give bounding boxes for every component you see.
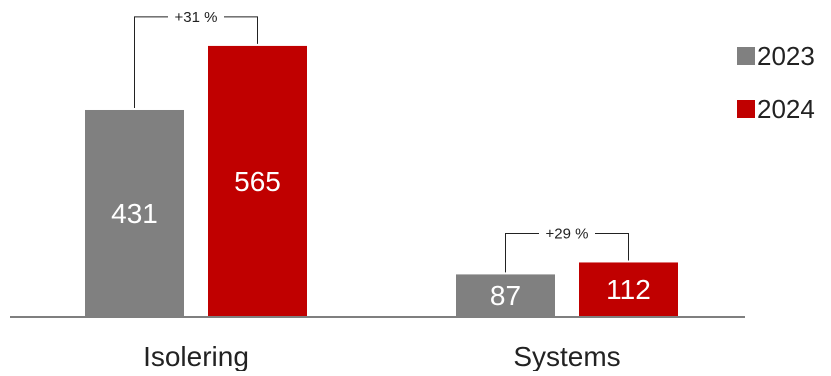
category-label-isolering: Isolering xyxy=(143,341,249,371)
legend-label-2023: 2023 xyxy=(757,41,815,71)
value-label-systems-2024: 112 xyxy=(606,274,651,305)
growth-bracket-left-isolering xyxy=(134,16,168,108)
legend: 2023 2024 xyxy=(737,41,815,124)
bars-layer xyxy=(85,45,678,317)
growth-bracket-right-isolering xyxy=(224,16,258,44)
growth-bracket-right-systems xyxy=(595,232,629,261)
legend-swatch-2024 xyxy=(737,100,755,118)
bar-systems-2023 xyxy=(456,274,555,316)
growth-label-systems: +29 % xyxy=(546,225,589,242)
value-label-isolering-2024: 565 xyxy=(234,166,281,197)
bar-isolering-2023 xyxy=(85,109,184,317)
value-label-isolering-2023: 431 xyxy=(111,198,158,229)
value-label-systems-2023: 87 xyxy=(490,280,521,311)
legend-label-2024: 2024 xyxy=(757,94,815,124)
category-label-systems: Systems xyxy=(513,341,620,371)
growth-label-isolering: +31 % xyxy=(175,9,218,26)
growth-annotations-layer: +31 % +29 % xyxy=(134,9,629,273)
bar-isolering-2024 xyxy=(208,45,307,317)
growth-bracket-left-systems xyxy=(505,232,539,273)
category-labels-layer: Isolering Systems xyxy=(143,341,621,372)
legend-swatch-2023 xyxy=(737,47,755,65)
value-labels-layer: 431 565 87 112 xyxy=(111,166,651,311)
bar-systems-2024 xyxy=(579,262,678,316)
